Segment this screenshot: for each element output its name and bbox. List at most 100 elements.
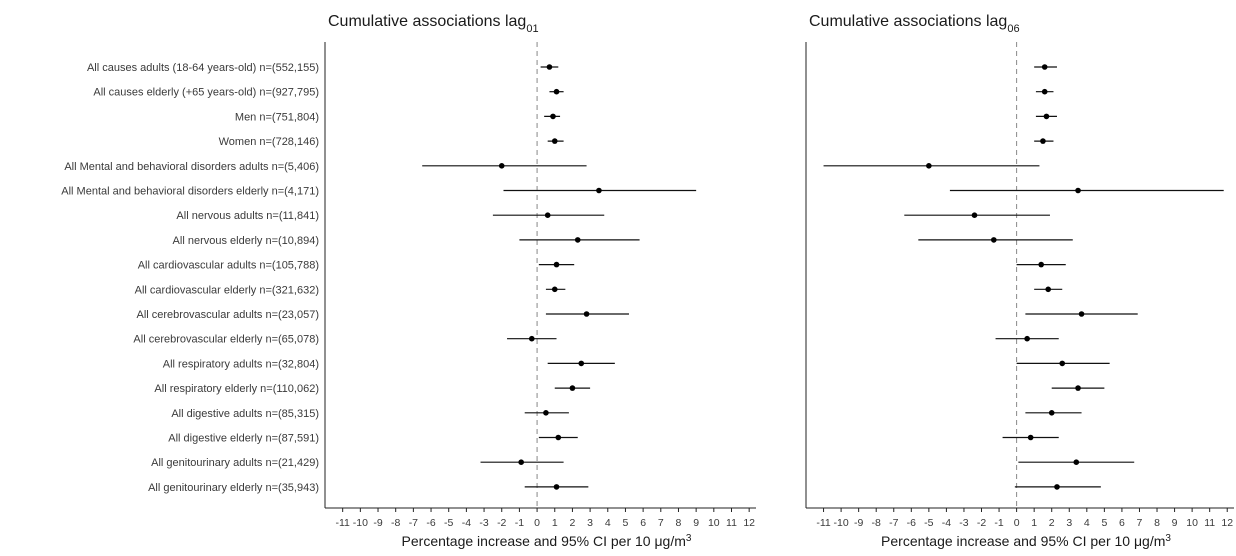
panel-title: Cumulative associations lag06	[809, 13, 1020, 35]
x-tick-label: 9	[1172, 517, 1178, 529]
point-estimate	[1040, 138, 1046, 144]
point-estimate	[550, 113, 556, 120]
point-estimate	[578, 360, 585, 367]
category-label: All respiratory adults n=(32,804)	[163, 358, 319, 370]
x-tick-label: -1	[515, 517, 524, 529]
point-estimate	[583, 311, 590, 317]
point-estimate	[569, 385, 576, 391]
category-label: All Mental and behavioral disorders adul…	[64, 161, 319, 173]
x-tick-label: 4	[1084, 517, 1090, 529]
point-estimate	[1073, 459, 1080, 466]
point-estimate	[553, 261, 560, 268]
category-label: All cardiovascular elderly n=(321,632)	[135, 284, 319, 296]
category-label: All causes elderly (+65 years-old) n=(92…	[93, 87, 319, 99]
x-tick-label: 12	[743, 517, 755, 529]
point-estimate	[574, 237, 581, 243]
category-label: All respiratory elderly n=(110,062)	[154, 383, 319, 395]
point-estimate	[990, 237, 997, 243]
point-estimate	[546, 64, 553, 70]
x-tick-label: 5	[1101, 517, 1107, 529]
panel-title: Cumulative associations lag01	[328, 13, 539, 35]
x-tick-label: 9	[693, 517, 699, 529]
point-estimate	[1054, 484, 1060, 490]
point-estimate	[1027, 434, 1034, 441]
x-tick-label: -10	[834, 517, 849, 529]
x-tick-label: -2	[497, 517, 506, 529]
x-tick-label: 3	[1066, 517, 1072, 529]
x-tick-label: 6	[640, 517, 646, 529]
x-tick-label: 10	[1186, 517, 1198, 529]
point-estimate	[1024, 335, 1030, 342]
x-tick-label: -1	[994, 517, 1003, 529]
x-tick-label: -6	[907, 517, 916, 529]
point-estimate	[1041, 64, 1048, 70]
panel-1: Cumulative associations lag01-11 -10 -9 -8-…	[324, 13, 756, 550]
x-tick-label: -8	[872, 517, 881, 529]
x-tick-label: -7	[889, 517, 898, 529]
category-label: All Mental and behavioral disorders elde…	[61, 186, 319, 198]
category-label: All cerebrovascular adults n=(23,057)	[136, 309, 319, 321]
point-estimate	[1045, 286, 1052, 293]
point-estimate	[543, 410, 549, 416]
category-label: All causes adults (18-64 years-old) n=(5…	[87, 62, 319, 74]
point-estimate	[1048, 410, 1055, 416]
point-estimate	[551, 138, 558, 144]
x-tick-label: -4	[462, 517, 471, 529]
x-tick-label: 6	[1119, 517, 1125, 529]
x-tick-label: 1	[552, 517, 558, 529]
x-tick-label: 2	[1049, 517, 1055, 529]
x-tick-label: 7	[658, 517, 664, 529]
point-estimate	[528, 335, 535, 342]
x-tick-label: -4	[942, 517, 951, 529]
x-tick-label: -3	[479, 517, 488, 529]
x-axis-title: Percentage increase and 95% CI per 10 μg…	[402, 533, 692, 550]
point-estimate	[1043, 113, 1050, 120]
x-tick-label: -7	[409, 517, 418, 529]
point-estimate	[498, 163, 505, 169]
category-label: All digestive adults n=(85,315)	[171, 408, 319, 420]
x-tick-label: 8	[676, 517, 682, 529]
point-estimate	[551, 286, 558, 293]
category-label: Women n=(728,146)	[219, 136, 319, 148]
point-estimate	[553, 88, 560, 95]
x-tick-label: 5	[623, 517, 629, 529]
point-estimate	[596, 187, 602, 194]
x-tick-label: 4	[605, 517, 611, 529]
category-label: All nervous elderly n=(10,894)	[173, 235, 319, 247]
panel-2: Cumulative associations lag06-11 -10 -9 -8-…	[805, 13, 1234, 549]
point-estimate	[1041, 88, 1048, 95]
x-tick-label: 0	[1014, 517, 1020, 529]
x-tick-label: 2	[570, 517, 576, 529]
point-estimate	[926, 163, 932, 169]
x-tick-label: -8	[391, 517, 400, 529]
point-estimate	[544, 212, 551, 218]
category-label: All digestive elderly n=(87,591)	[168, 433, 319, 445]
x-tick-label: 0	[534, 517, 540, 529]
category-label: All nervous adults n=(11,841)	[176, 210, 319, 222]
x-tick-label: 1	[1031, 517, 1037, 529]
point-estimate	[555, 434, 562, 441]
point-estimate	[553, 484, 560, 490]
x-tick-label: 10	[708, 517, 720, 529]
x-tick-label: -5	[444, 517, 453, 529]
category-label: Men n=(751,804)	[235, 111, 319, 123]
x-tick-label: -10	[353, 517, 368, 529]
category-label: All cardiovascular adults n=(105,788)	[138, 260, 319, 272]
x-tick-label: 7	[1137, 517, 1143, 529]
x-tick-label: -9	[854, 517, 863, 529]
point-estimate	[1059, 360, 1066, 367]
x-tick-label: -3	[959, 517, 968, 529]
category-label: All genitourinary adults n=(21,429)	[151, 457, 319, 469]
x-tick-label: -6	[426, 517, 435, 529]
x-tick-label: 3	[587, 517, 593, 529]
category-label: All cerebrovascular elderly n=(65,078)	[133, 334, 319, 346]
point-estimate	[1078, 311, 1085, 317]
x-tick-label: -11	[335, 517, 350, 529]
category-label: All genitourinary elderly n=(35,943)	[148, 482, 319, 494]
x-tick-label: 11	[1204, 517, 1215, 529]
point-estimate	[1038, 261, 1044, 268]
point-estimate	[1075, 385, 1081, 391]
x-tick-label: -5	[924, 517, 933, 529]
